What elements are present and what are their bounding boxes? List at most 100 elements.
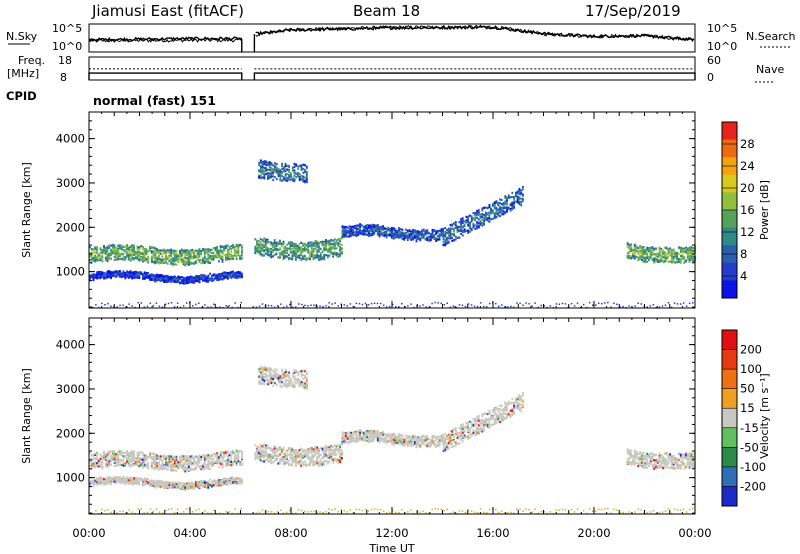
power-echo-cell <box>447 227 450 230</box>
power-echo-cell <box>108 246 111 249</box>
power-echo-cell <box>221 251 224 254</box>
power-echo-cell <box>270 256 273 259</box>
velocity-echo-cell <box>127 454 130 457</box>
velocity-echo-cell <box>122 461 125 464</box>
power-echo-cell <box>157 255 160 259</box>
power-echo-cell <box>321 255 324 258</box>
power-echo-cell <box>101 275 104 278</box>
power-echo-cell <box>117 250 120 253</box>
velocity-echo-cell <box>97 459 100 462</box>
power-echo-cell <box>690 257 693 260</box>
power-echo-cell <box>212 273 215 276</box>
power-echo-cell <box>277 171 280 175</box>
power-echo-cell <box>513 206 515 209</box>
power-echo-cell <box>660 247 663 251</box>
power-echo-cell <box>203 257 206 260</box>
power-echo-cell <box>385 233 388 236</box>
power-echo-cell <box>203 253 206 256</box>
power-echo-cell <box>672 248 675 251</box>
power-echo-cell <box>124 258 127 261</box>
power-echo-cell <box>142 251 144 254</box>
power-echo-cell <box>350 233 353 236</box>
power-echo-cell <box>152 256 155 259</box>
power-echo-cell <box>375 229 377 232</box>
power-echo-cell <box>353 231 356 234</box>
power-echo-cell <box>359 225 361 228</box>
power-echo-cell <box>289 241 292 244</box>
power-echo-cell <box>131 256 134 259</box>
power-echo-cell <box>223 253 226 257</box>
velocity-echo-cell <box>142 458 144 461</box>
velocity-echo-cell <box>117 464 120 467</box>
velocity-echo-cell <box>205 464 208 467</box>
power-echo-cell <box>639 249 641 252</box>
velocity-echo-cell <box>166 456 169 459</box>
power-echo-cell <box>282 250 285 253</box>
power-echo-cell <box>270 247 273 250</box>
power-echo-cell <box>352 234 354 237</box>
velocity-echo-cell <box>113 461 116 464</box>
velocity-echo-cell <box>230 451 233 454</box>
power-echo-cell <box>490 218 492 221</box>
cpid-label: CPID <box>6 89 37 103</box>
power-echo-cell <box>186 260 188 263</box>
velocity-echo-cell <box>129 465 132 468</box>
power-echo-cell <box>272 242 274 245</box>
power-echo-cell <box>90 276 93 279</box>
velocity-echo-cell <box>101 465 104 468</box>
velocity-echo-cell <box>193 467 196 470</box>
power-echo-cell <box>676 257 679 260</box>
velocity-echo-cell <box>189 468 192 471</box>
power-echo-cell <box>97 271 100 274</box>
power-echo-cell <box>104 256 107 259</box>
power-echo-cell <box>642 258 645 261</box>
power-echo-cell <box>259 169 262 172</box>
power-echo-cell <box>156 279 158 282</box>
velocity-echo-cell <box>145 463 148 467</box>
power-echo-cell <box>200 273 203 277</box>
power-echo-cell <box>648 248 650 251</box>
power-echo-cell <box>302 177 305 180</box>
power-echo-cell <box>369 225 372 228</box>
power-echo-cell <box>307 243 310 246</box>
power-echo-cell <box>683 249 686 252</box>
power-echo-cell <box>626 254 629 257</box>
power-echo-cell <box>442 244 445 247</box>
power-echo-cell <box>300 257 303 260</box>
power-echo-cell <box>186 257 188 260</box>
power-echo-cell <box>267 162 269 165</box>
power-echo-cell <box>316 246 319 249</box>
power-echo-cell <box>241 253 243 257</box>
power-echo-cell <box>633 255 636 258</box>
power-echo-cell <box>663 246 666 249</box>
velocity-echo-cell <box>228 463 231 466</box>
velocity-echo-cell <box>177 463 180 466</box>
power-echo-cell <box>300 164 303 167</box>
velocity-echo-cell <box>207 459 210 462</box>
power-echo-cell <box>163 252 165 255</box>
power-echo-cell <box>376 224 379 227</box>
power-echo-cell <box>205 258 208 261</box>
power-echo-cell <box>355 227 358 230</box>
power-echo-cell <box>165 260 167 263</box>
velocity-echo-cell <box>161 467 164 471</box>
power-echo-cell <box>193 255 196 258</box>
power-echo-cell <box>632 253 634 256</box>
power-echo-cell <box>275 241 278 244</box>
power-echo-cell <box>99 248 102 251</box>
power-echo-cell <box>332 255 334 258</box>
power-echo-cell <box>451 224 454 227</box>
power-echo-cell <box>415 235 418 238</box>
power-echo-cell <box>147 258 150 261</box>
velocity-echo-cell <box>103 456 105 459</box>
power-echo-cell <box>461 229 464 232</box>
power-echo-cell <box>115 274 118 277</box>
power-echo-cell <box>422 233 425 236</box>
velocity-echo-cell <box>188 465 190 468</box>
power-echo-cell <box>235 243 238 246</box>
power-echo-cell <box>136 246 139 249</box>
power-echo-cell <box>274 168 276 171</box>
power-echo-cell <box>470 218 473 221</box>
power-echo-cell <box>451 227 454 230</box>
power-echo-cell <box>216 251 219 254</box>
